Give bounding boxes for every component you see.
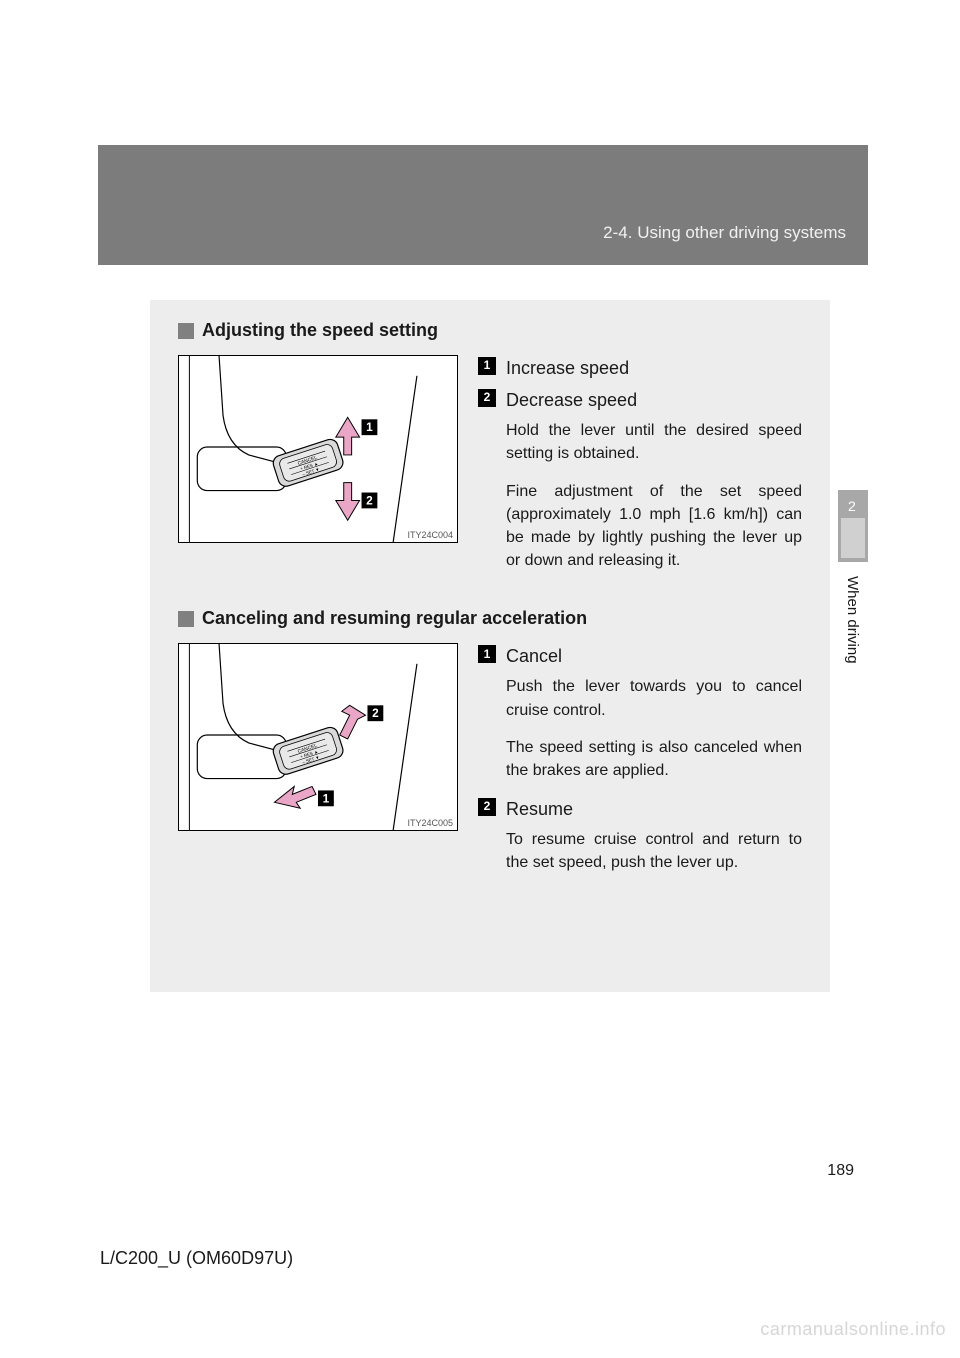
item-label: Increase speed <box>506 355 629 381</box>
chapter-tab-inner <box>841 518 865 558</box>
chapter-tab: 2 <box>838 490 868 562</box>
section-title: Canceling and resuming regular accelerat… <box>202 608 587 629</box>
body-paragraph: To resume cruise control and return to t… <box>506 828 802 874</box>
list-item: 2 Resume <box>478 796 802 822</box>
content-box: Adjusting the speed setting <box>150 300 830 992</box>
illustration-code: ITY24C005 <box>407 818 453 828</box>
item-label: Resume <box>506 796 573 822</box>
breadcrumb-text: 2-4. Using other driving systems <box>603 223 846 243</box>
item-label: Cancel <box>506 643 562 669</box>
section-body: CANCEL + RES ▲ – SET ▼ 1 2 <box>178 355 802 586</box>
section-heading: Canceling and resuming regular accelerat… <box>178 608 802 629</box>
number-box-icon: 1 <box>478 357 496 375</box>
illustration-code: ITY24C004 <box>407 530 453 540</box>
manual-page: 2-4. Using other driving systems Adjusti… <box>0 0 960 1358</box>
square-bullet-icon <box>178 611 194 627</box>
header-band: 2-4. Using other driving systems <box>98 145 868 265</box>
svg-text:1: 1 <box>366 420 373 434</box>
body-paragraph: Push the lever towards you to cancel cru… <box>506 675 802 721</box>
section-text-column: 1 Cancel Push the lever towards you to c… <box>478 643 802 888</box>
illustration: CANCEL + RES ▲ – SET ▼ 1 2 <box>178 355 458 543</box>
body-paragraph: Fine adjustment of the set speed (approx… <box>506 480 802 573</box>
page-number: 189 <box>827 1162 854 1180</box>
section-text-column: 1 Increase speed 2 Decrease speed Hold t… <box>478 355 802 586</box>
square-bullet-icon <box>178 323 194 339</box>
list-item: 1 Cancel <box>478 643 802 669</box>
body-paragraph: The speed setting is also canceled when … <box>506 736 802 782</box>
number-box-icon: 2 <box>478 389 496 407</box>
svg-text:2: 2 <box>372 707 379 721</box>
section-heading: Adjusting the speed setting <box>178 320 802 341</box>
list-item: 1 Increase speed <box>478 355 802 381</box>
list-item: 2 Decrease speed <box>478 387 802 413</box>
chapter-label: When driving <box>844 576 861 664</box>
body-paragraph: Hold the lever until the desired speed s… <box>506 419 802 465</box>
svg-text:2: 2 <box>366 493 373 507</box>
watermark-text: carmanualsonline.info <box>760 1319 946 1340</box>
chapter-number: 2 <box>848 498 856 514</box>
svg-text:1: 1 <box>323 792 330 806</box>
illustration: CANCEL + RES ▲ – SET ▼ 2 1 <box>178 643 458 831</box>
number-box-icon: 2 <box>478 798 496 816</box>
item-label: Decrease speed <box>506 387 637 413</box>
section-body: CANCEL + RES ▲ – SET ▼ 2 1 <box>178 643 802 888</box>
section-title: Adjusting the speed setting <box>202 320 438 341</box>
document-code: L/C200_U (OM60D97U) <box>100 1248 293 1269</box>
number-box-icon: 1 <box>478 645 496 663</box>
